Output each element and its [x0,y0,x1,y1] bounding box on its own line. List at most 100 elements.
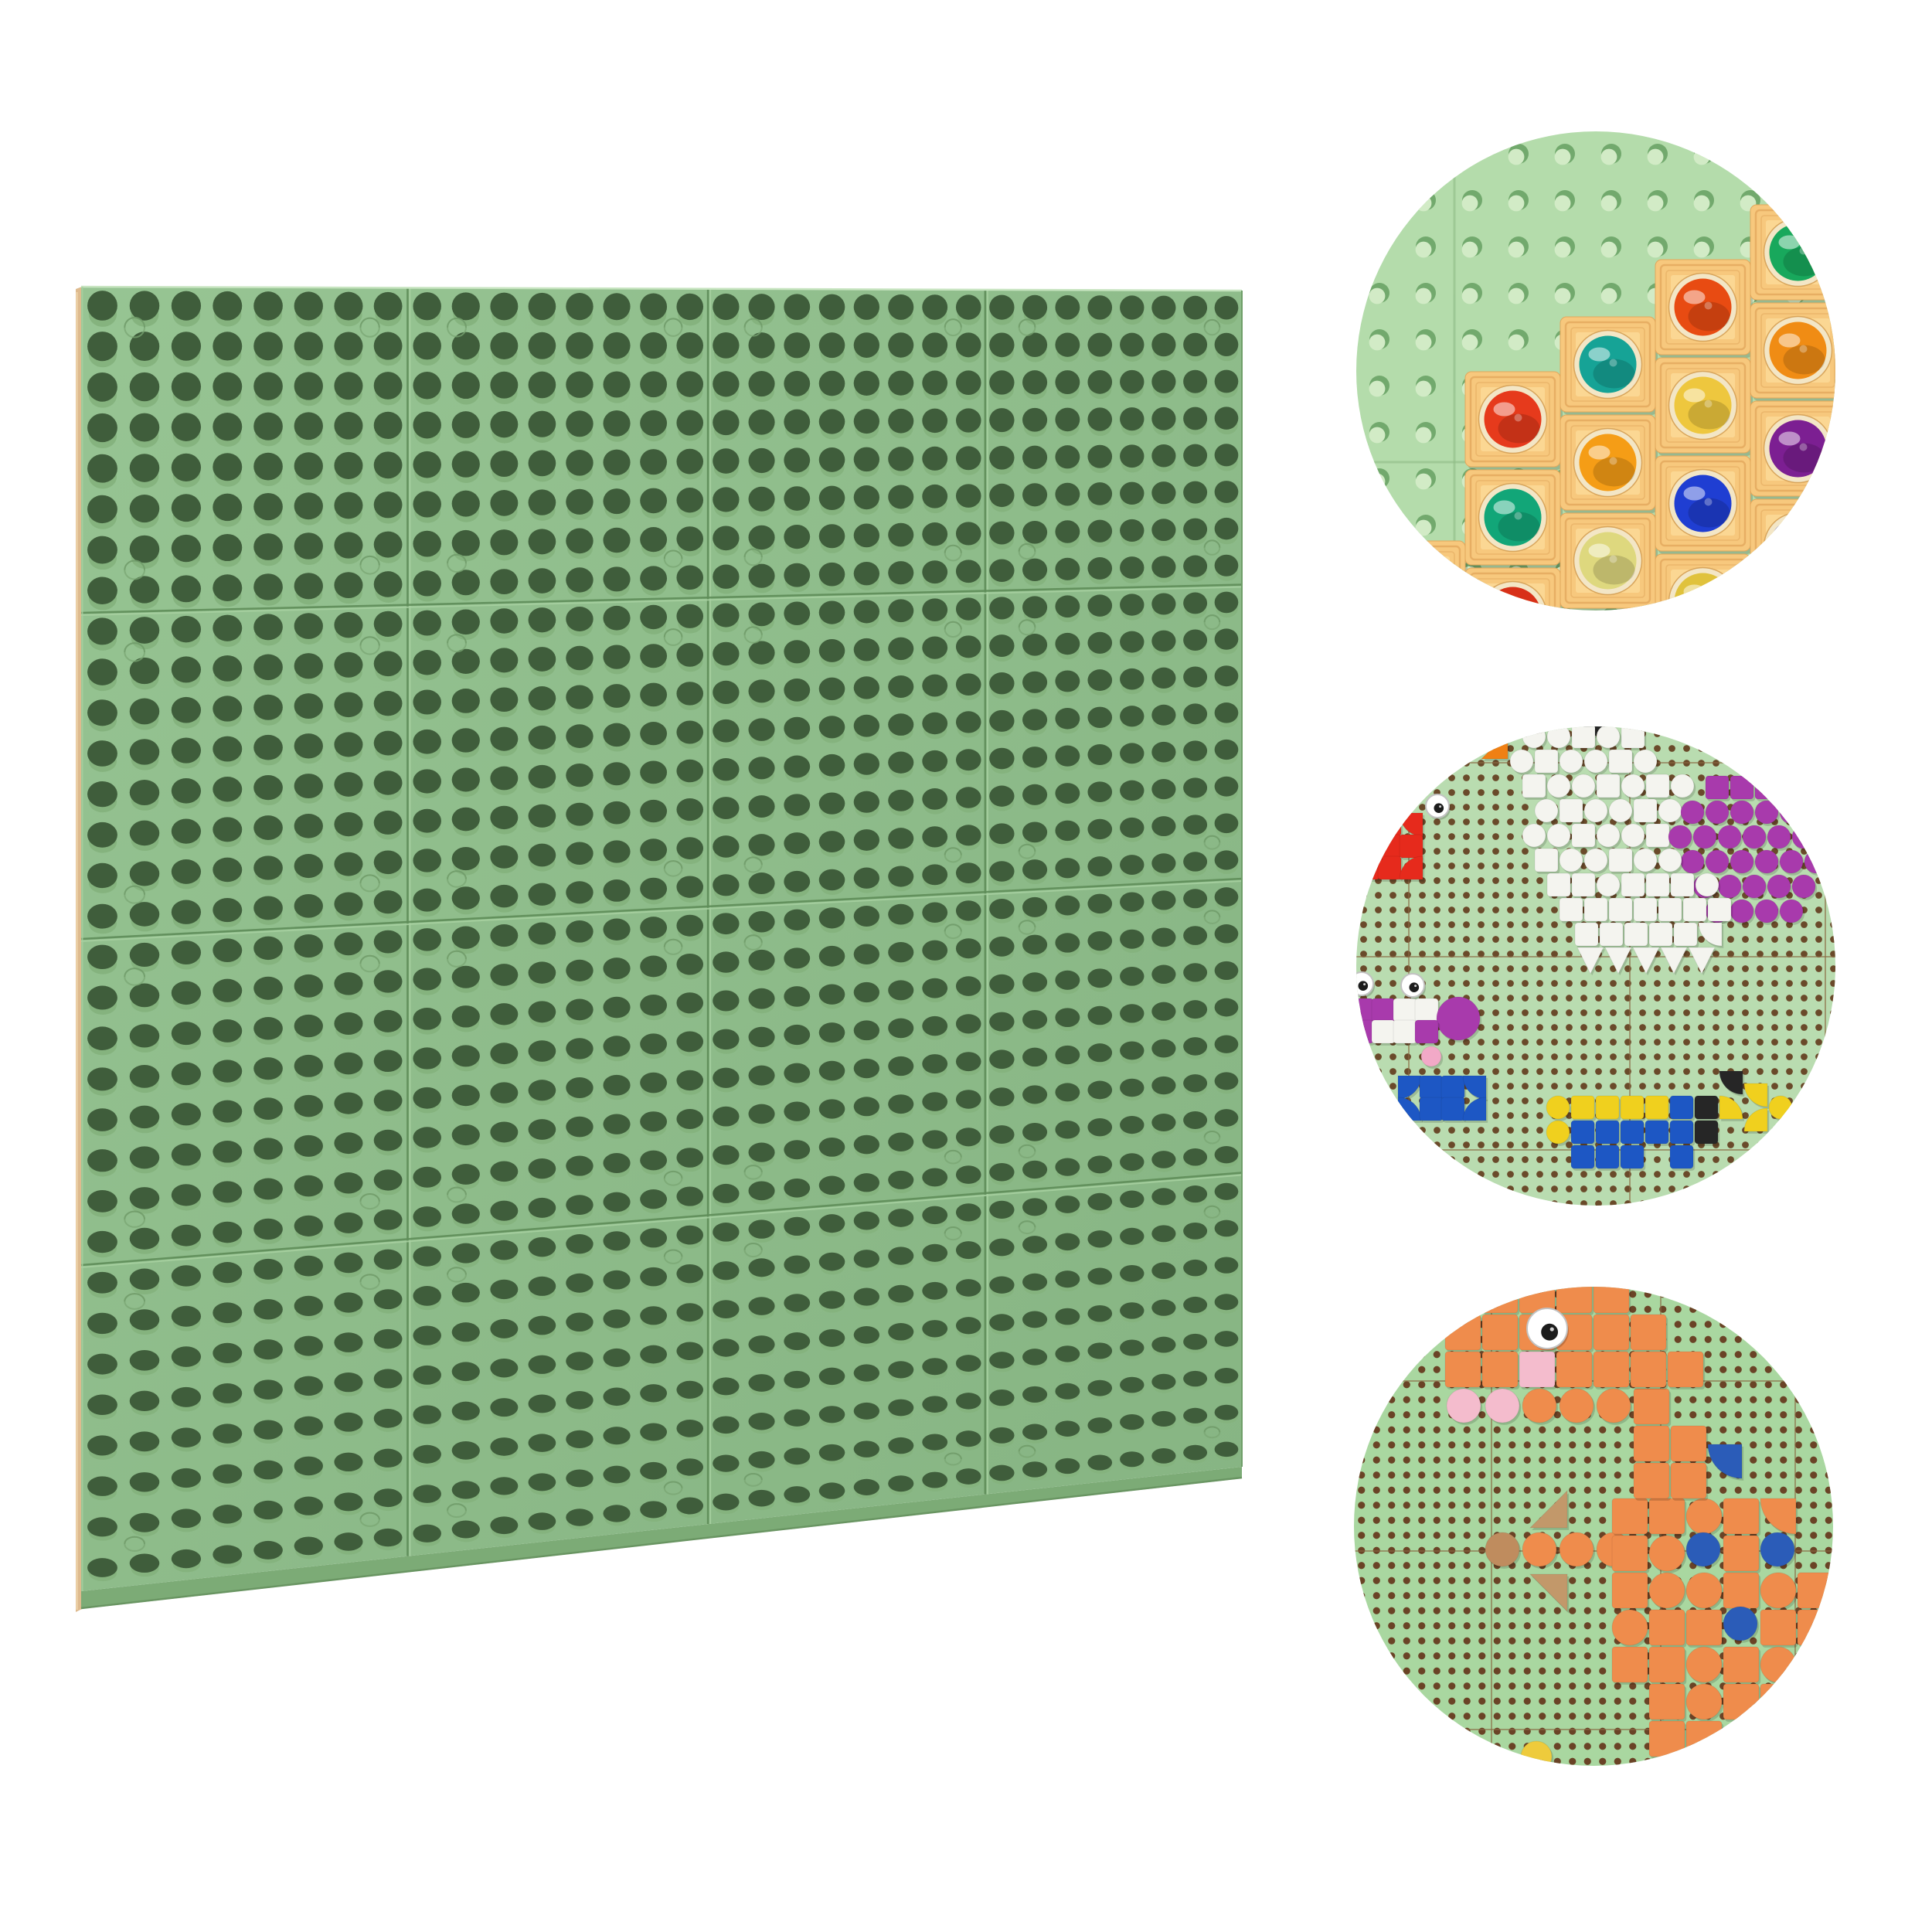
mosaic-piece [1611,1646,1648,1683]
mosaic-piece [1481,1351,1519,1388]
mosaic-piece [1667,1351,1704,1388]
mosaic-piece [1648,1683,1685,1720]
mosaic-piece [1583,897,1608,922]
mosaic-piece [1633,1388,1670,1425]
mosaic-piece [1414,1019,1439,1044]
mosaic-piece [1440,1075,1465,1100]
mosaic-piece [1444,1314,1481,1351]
mosaic-piece [1620,1145,1645,1169]
mosaic-piece [1685,1646,1723,1683]
mosaic-piece [1595,1120,1620,1145]
mosaic-piece [1611,1498,1648,1535]
tile-indents [124,317,1221,1552]
mosaic-piece [1444,1287,1481,1314]
googly-eye [1400,973,1426,999]
mosaic-piece [1436,996,1481,1041]
mosaic-piece [1583,749,1608,774]
detail-circle-mosaic-dino-closeup [1354,1287,1833,1766]
mosaic-piece [1633,1462,1670,1499]
mosaic-piece [1546,774,1571,798]
mosaic-piece [1760,1646,1797,1683]
mosaic-piece [1680,849,1705,874]
mosaic-piece [1393,998,1417,1022]
mosaic-piece [1559,798,1583,823]
mosaic-piece [1577,947,1604,975]
mosaic-piece [1668,825,1692,849]
mosaic-piece [1440,1097,1465,1121]
mosaic-piece [1730,899,1754,923]
mosaic-piece [1481,1314,1519,1351]
mosaic-piece [1685,1532,1721,1567]
mosaic-piece [1377,812,1402,837]
mosaic-piece [1730,775,1754,800]
mosaic-piece [1556,1351,1593,1388]
mosaic-piece [1559,897,1583,922]
mosaic-piece [1648,922,1673,947]
mosaic-piece [1685,1683,1723,1720]
mosaic-piece [1658,848,1682,872]
mosaic-piece [1754,775,1779,800]
mosaic-piece [1633,897,1658,922]
mosaic-piece [1688,947,1716,975]
mosaic-piece [1595,1145,1620,1169]
detail-circle-gems-closeup [1356,131,1835,611]
mosaic-piece [1660,947,1688,975]
gem-tile [1655,357,1753,456]
mosaic-piece [1791,874,1816,899]
mosaic-piece [1630,1314,1667,1351]
mosaic-piece [1723,1646,1760,1683]
gem-tile [1655,553,1753,611]
mosaic-piece [1698,922,1723,947]
mosaic-dino-closeup-pieces [1444,1287,1833,1766]
mosaic-piece [1670,872,1695,897]
gem [1674,573,1732,611]
mosaic-piece [1723,1606,1758,1641]
mosaic-piece [1645,774,1670,798]
mosaic-piece [1377,834,1402,859]
board-bottom-side [81,1467,1242,1609]
mosaic-piece [1723,1572,1760,1609]
mosaic-piece [1485,1388,1520,1423]
mosaic-piece [1685,1498,1723,1535]
mosaic-piece [1694,1095,1719,1120]
mosaic-piece [1779,899,1804,923]
mosaic-piece [1446,1388,1481,1423]
gem-tile [1464,371,1563,470]
peg-holes [87,291,1239,1582]
mosaic-piece [1779,775,1804,800]
mosaic-piece [1632,947,1660,975]
mosaic-piece [1596,774,1621,798]
mosaic-piece [1648,1646,1685,1683]
mosaic-piece [1583,798,1608,823]
mosaic-piece [1546,726,1571,749]
mosaic-piece [1658,897,1682,922]
mosaic-piece [1570,1120,1595,1145]
mosaic-piece [1645,823,1670,848]
gem-tile [1750,498,1835,597]
mosaic-piece [1462,1097,1487,1121]
mosaic-piece [1633,1425,1670,1462]
mosaic-piece [1779,800,1804,825]
mosaic-piece [1760,1498,1797,1535]
mosaic-piece [1414,998,1439,1022]
mosaic-piece [1685,1572,1723,1609]
mosaic-piece [1593,1314,1630,1351]
gem-tile [1655,455,1753,554]
mosaic-piece [1682,897,1707,922]
googly-eye [1425,794,1451,820]
mosaic-piece [1695,872,1719,897]
mosaic-piece [1522,774,1546,798]
mosaic-piece [1760,1572,1797,1609]
mosaic-piece [1621,872,1645,897]
gem-tile [1560,316,1658,415]
mosaic-piece [1608,848,1633,872]
mosaic-piece [1593,1287,1630,1314]
mosaic-piece [1419,1097,1444,1121]
gem-tile [1655,259,1753,358]
mosaic-piece [1645,1120,1669,1145]
mosaic-piece [1546,872,1571,897]
mosaic-piece [1522,726,1546,749]
mosaic-piece [1767,874,1791,899]
mosaic-piece [1393,1019,1417,1044]
